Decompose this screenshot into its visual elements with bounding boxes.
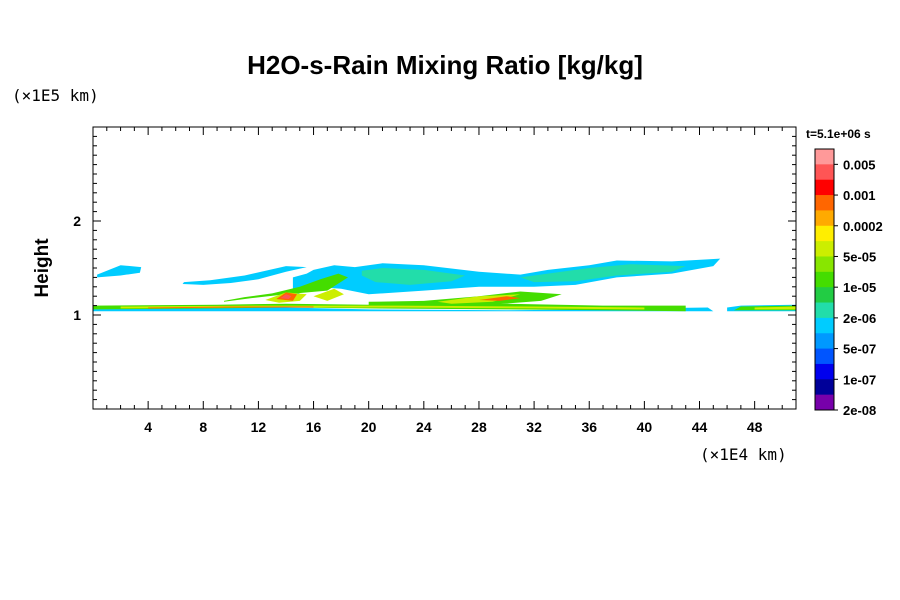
colorbar-label: 2e-06 xyxy=(843,311,876,326)
contour-region xyxy=(479,296,521,301)
x-tick-label: 40 xyxy=(637,419,653,435)
time-label: t=5.1e+06 s xyxy=(806,127,871,141)
x-tick-labels: 4 8 12 16 20 24 28 32 36 40 44 48 xyxy=(144,419,762,435)
colorbar-swatch xyxy=(815,241,834,257)
x-tick-label: 32 xyxy=(526,419,542,435)
colorbar-swatch xyxy=(815,333,834,349)
x-tick-label: 36 xyxy=(581,419,597,435)
colorbar-label: 2e-08 xyxy=(843,403,876,418)
colorbar-swatch xyxy=(815,394,834,411)
contour-region xyxy=(313,288,344,301)
axis-ticks xyxy=(93,127,796,409)
colorbar-swatch xyxy=(815,379,834,396)
y-tick-label: 1 xyxy=(73,307,81,323)
chart-title: H2O-s-Rain Mixing Ratio [kg/kg] xyxy=(247,50,643,80)
contour-region xyxy=(224,273,348,302)
contour-region xyxy=(182,266,307,285)
x-tick-label: 12 xyxy=(251,419,267,435)
x-unit-label: (×1E4 km) xyxy=(700,445,787,464)
colorbar-swatch xyxy=(815,179,834,196)
colorbar-swatch xyxy=(815,363,834,380)
colorbar-swatch xyxy=(815,195,834,211)
colorbar-label: 0.001 xyxy=(843,188,876,203)
contour-region xyxy=(520,264,686,283)
y-axis-label: Height xyxy=(32,238,53,298)
colorbar-label: 5e-05 xyxy=(843,249,876,264)
colorbar-swatch xyxy=(815,302,834,319)
colorbar-swatch xyxy=(815,256,834,273)
colorbar-label: 1e-07 xyxy=(843,372,876,387)
colorbar-label: 0.0002 xyxy=(843,219,883,234)
colorbar-swatch xyxy=(815,317,834,334)
contour-region xyxy=(437,294,521,304)
contour-region xyxy=(754,306,796,310)
contour-region xyxy=(361,268,466,285)
contour-fills xyxy=(93,258,796,312)
colorbar-frame xyxy=(814,148,835,411)
colorbar-swatch xyxy=(815,287,834,303)
contour-region xyxy=(148,306,314,309)
colorbar-label: 5e-07 xyxy=(843,342,876,357)
colorbar: 0.005 0.001 0.0002 5e-05 1e-05 2e-06 5e-07 1e-0… xyxy=(814,148,883,418)
x-tick-label: 4 xyxy=(144,419,152,435)
x-tick-label: 28 xyxy=(471,419,487,435)
colorbar-swatch xyxy=(815,271,834,288)
colorbar-swatch xyxy=(815,210,834,227)
y-tick-label: 2 xyxy=(73,213,81,229)
plot-area xyxy=(92,126,797,410)
y-unit-label: (×1E5 km) xyxy=(12,86,99,105)
x-tick-label: 8 xyxy=(199,419,207,435)
x-tick-label: 20 xyxy=(361,419,377,435)
colorbar-swatch xyxy=(815,348,834,365)
y-tick-labels: 12 xyxy=(73,213,81,323)
x-tick-label: 24 xyxy=(416,419,432,435)
x-tick-label: 44 xyxy=(692,419,708,435)
plot-frame xyxy=(92,126,797,410)
colorbar-label: 1e-05 xyxy=(843,280,876,295)
contour-region xyxy=(97,265,142,278)
colorbar-swatch xyxy=(815,149,834,165)
contour-region xyxy=(280,294,292,299)
x-tick-label: 48 xyxy=(747,419,763,435)
colorbar-label: 0.005 xyxy=(843,157,876,172)
colorbar-swatch xyxy=(815,164,834,181)
x-tick-label: 16 xyxy=(306,419,322,435)
colorbar-swatch xyxy=(815,225,834,242)
